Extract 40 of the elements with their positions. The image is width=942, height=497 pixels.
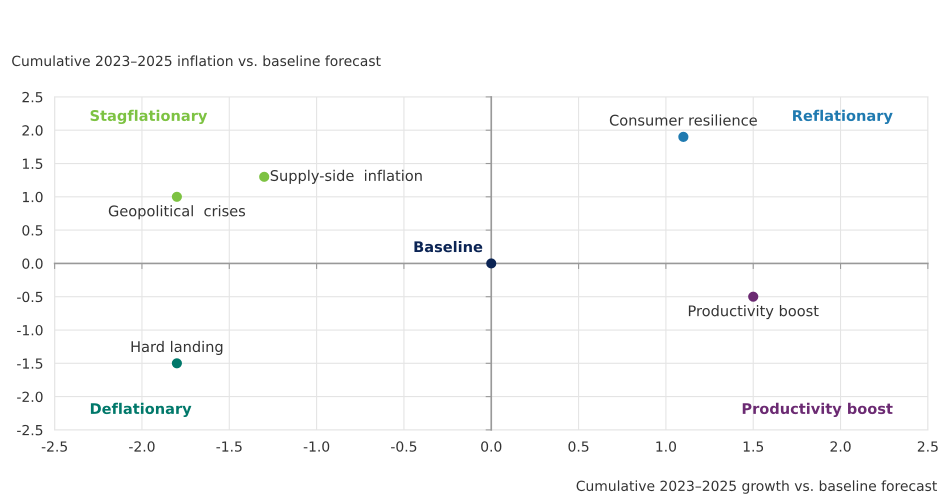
annotation: Geopolitical crises <box>108 205 246 220</box>
y-tick-label: -1.0 <box>17 324 43 336</box>
point <box>259 172 270 182</box>
x-tick-label: -2.5 <box>42 441 67 452</box>
point <box>172 358 182 368</box>
y-tick-label: -2.0 <box>17 392 43 402</box>
y-tick-label: 0.5 <box>22 225 42 236</box>
annotation: Stagflationary <box>90 110 208 124</box>
annotation: Supply-side inflation <box>270 170 422 184</box>
y-tick-label: -0.5 <box>17 292 42 302</box>
x-tick-label: 2.5 <box>918 441 938 452</box>
point <box>172 192 182 202</box>
annotation: Consumer resilience <box>610 114 757 126</box>
annotation: Productivity boost <box>742 402 893 418</box>
y-tick-label: 1.0 <box>22 192 43 202</box>
point <box>486 258 496 268</box>
x-tick-label: 0.0 <box>481 441 502 452</box>
annotation: Deflationary <box>90 402 192 418</box>
annotation: Productivity boost <box>688 305 819 320</box>
x-tick-label: -2.0 <box>129 441 155 452</box>
x-axis-title: Cumulative 2023–2025 growth vs. baseline forecast <box>576 480 937 494</box>
y-tick-label: -1.5 <box>17 358 42 369</box>
x-tick-label: -1.0 <box>304 441 330 452</box>
x-tick-label: 0.5 <box>568 441 588 452</box>
y-tick-label: 1.5 <box>22 158 42 169</box>
x-tick-label: 2.0 <box>830 441 851 452</box>
x-tick-label: 1.5 <box>744 441 764 452</box>
annotation: Reflationary <box>793 110 893 124</box>
annotation: Baseline <box>414 240 482 252</box>
point <box>678 132 688 142</box>
annotation: Hard landing <box>132 340 222 355</box>
y-tick-label: 0.0 <box>22 258 43 269</box>
x-tick-label: 1.0 <box>656 441 676 452</box>
x-tick-label: -0.5 <box>391 441 416 452</box>
x-tick-label: -1.5 <box>216 441 242 452</box>
y-tick-label: 2.0 <box>22 125 43 136</box>
y-tick-label: -2.5 <box>17 424 42 436</box>
y-tick-label: 2.5 <box>22 92 42 102</box>
point <box>748 292 758 302</box>
y-axis-title: Cumulative 2023–2025 inflation vs. baseline forecast <box>12 55 381 66</box>
